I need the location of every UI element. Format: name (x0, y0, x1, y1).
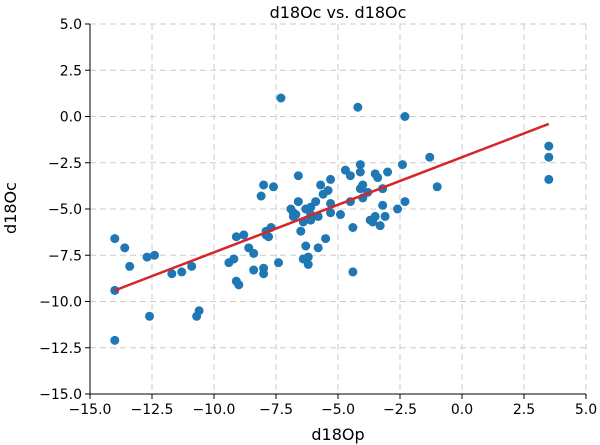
data-point-5 (142, 252, 152, 262)
chart-title: d18Oc vs. d18Oc (270, 3, 407, 22)
data-point-82 (393, 204, 403, 214)
data-point-52 (316, 180, 326, 190)
y-tick-label-7: 2.5 (60, 63, 82, 79)
data-point-50 (313, 243, 323, 253)
data-point-36 (291, 210, 301, 220)
y-tick-label-5: −2.5 (48, 156, 82, 172)
data-point-30 (269, 182, 279, 192)
data-point-62 (345, 171, 355, 181)
data-point-1 (110, 335, 120, 345)
data-point-81 (383, 167, 393, 177)
y-axis-label: d18Oc (1, 182, 20, 234)
y-tick-label-0: −15.0 (39, 387, 82, 403)
data-point-86 (425, 152, 435, 162)
data-point-3 (120, 243, 130, 253)
data-point-8 (167, 269, 177, 279)
data-point-54 (321, 234, 331, 244)
data-point-64 (348, 267, 358, 277)
data-point-88 (544, 141, 554, 151)
y-tick-label-8: 5.0 (60, 17, 82, 33)
x-tick-label-2: −10.0 (193, 402, 236, 418)
data-point-85 (400, 112, 410, 121)
data-point-6 (145, 311, 155, 321)
x-tick-label-8: 5.0 (575, 402, 597, 418)
data-point-38 (293, 171, 303, 181)
x-axis-ticks: −15.0 −12.5 −10.0 −7.5 −5.0 −2.5 0.0 2.5 5.0 (69, 394, 597, 418)
data-point-9 (177, 267, 187, 277)
x-axis-label: d18Op (311, 425, 364, 444)
x-tick-label-3: −7.5 (259, 402, 293, 418)
data-point-25 (259, 180, 269, 190)
y-tick-label-2: −10.0 (39, 295, 82, 311)
grid (89, 23, 587, 395)
data-point-66 (355, 160, 365, 170)
data-point-7 (149, 250, 159, 260)
data-point-37 (293, 197, 303, 207)
data-point-65 (353, 102, 363, 112)
x-tick-label-6: 0.0 (451, 402, 473, 418)
y-axis-ticks: −15.0 −12.5 −10.0 −7.5 −5.0 −2.5 0.0 2.5 5.0 (39, 17, 90, 403)
x-tick-label-0: −15.0 (69, 402, 112, 418)
x-tick-label-5: −2.5 (383, 402, 417, 418)
data-point-83 (397, 160, 407, 170)
data-point-87 (432, 182, 442, 192)
data-point-20 (249, 265, 259, 275)
data-point-48 (306, 215, 316, 225)
data-point-76 (373, 173, 383, 183)
x-tick-label-7: 2.5 (513, 402, 535, 418)
data-point-22 (256, 191, 266, 201)
data-point-17 (234, 280, 244, 290)
data-point-77 (375, 221, 385, 231)
data-point-74 (370, 211, 380, 221)
data-point-89 (544, 152, 554, 162)
y-tick-label-6: 0.0 (60, 110, 82, 126)
data-point-32 (276, 93, 286, 103)
data-point-16 (231, 232, 241, 242)
data-point-80 (380, 211, 390, 221)
data-point-57 (326, 208, 336, 218)
data-point-28 (264, 232, 274, 242)
data-point-84 (400, 197, 410, 207)
data-point-21 (249, 248, 259, 258)
x-tick-label-1: −12.5 (131, 402, 174, 418)
data-point-44 (303, 252, 313, 262)
y-tick-label-3: −7.5 (48, 248, 82, 264)
y-tick-label-1: −12.5 (39, 341, 82, 357)
data-point-67 (355, 167, 365, 177)
data-point-18 (239, 230, 249, 240)
data-point-49 (311, 197, 321, 207)
data-point-10 (187, 261, 197, 271)
data-point-59 (335, 210, 345, 220)
y-tick-label-4: −5.0 (48, 202, 82, 218)
data-points (110, 93, 554, 345)
data-point-63 (348, 223, 358, 232)
data-point-2 (110, 234, 120, 244)
data-point-14 (229, 254, 239, 264)
data-point-70 (358, 180, 368, 190)
data-point-45 (303, 260, 313, 269)
data-point-4 (125, 261, 135, 271)
data-point-90 (544, 174, 554, 184)
data-point-31 (273, 258, 283, 268)
data-point-39 (296, 226, 306, 236)
x-tick-label-4: −5.0 (321, 402, 355, 418)
data-point-79 (378, 200, 388, 210)
data-point-42 (301, 241, 311, 251)
data-point-12 (194, 306, 204, 316)
data-point-56 (326, 174, 336, 184)
fit-line-group (114, 122, 550, 292)
data-point-55 (323, 186, 333, 195)
data-point-24 (259, 269, 269, 279)
regression-line (114, 122, 550, 292)
